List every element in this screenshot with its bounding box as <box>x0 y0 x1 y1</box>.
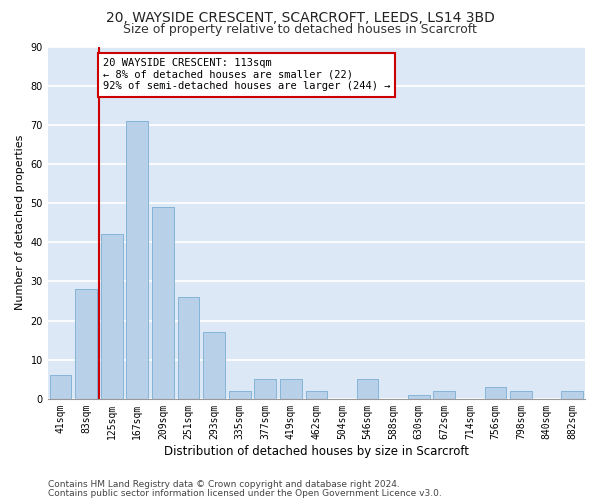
Bar <box>178 297 199 399</box>
Text: Size of property relative to detached houses in Scarcroft: Size of property relative to detached ho… <box>123 22 477 36</box>
Bar <box>485 387 506 399</box>
Text: Contains HM Land Registry data © Crown copyright and database right 2024.: Contains HM Land Registry data © Crown c… <box>48 480 400 489</box>
Bar <box>203 332 225 399</box>
Bar <box>433 391 455 399</box>
Bar <box>562 391 583 399</box>
Bar <box>101 234 122 399</box>
Bar <box>305 391 327 399</box>
Text: Contains public sector information licensed under the Open Government Licence v3: Contains public sector information licen… <box>48 489 442 498</box>
Bar <box>229 391 251 399</box>
Bar <box>127 121 148 399</box>
Bar <box>254 380 276 399</box>
Bar <box>50 376 71 399</box>
Text: 20 WAYSIDE CRESCENT: 113sqm
← 8% of detached houses are smaller (22)
92% of semi: 20 WAYSIDE CRESCENT: 113sqm ← 8% of deta… <box>103 58 390 92</box>
Bar <box>75 289 97 399</box>
Bar <box>356 380 379 399</box>
Bar <box>510 391 532 399</box>
Bar <box>152 207 174 399</box>
X-axis label: Distribution of detached houses by size in Scarcroft: Distribution of detached houses by size … <box>164 444 469 458</box>
Y-axis label: Number of detached properties: Number of detached properties <box>15 135 25 310</box>
Bar <box>408 395 430 399</box>
Bar <box>280 380 302 399</box>
Text: 20, WAYSIDE CRESCENT, SCARCROFT, LEEDS, LS14 3BD: 20, WAYSIDE CRESCENT, SCARCROFT, LEEDS, … <box>106 11 494 25</box>
